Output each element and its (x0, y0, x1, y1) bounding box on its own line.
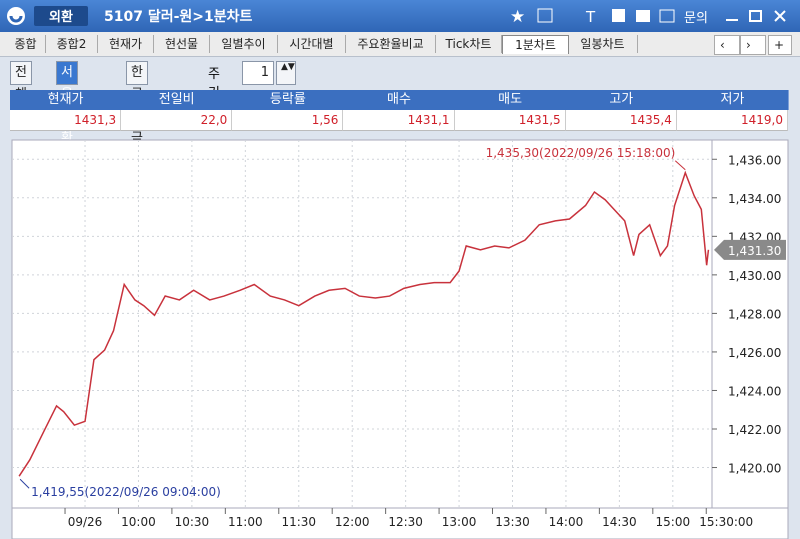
x-tick-label: 11:30 (281, 515, 316, 529)
market-button[interactable]: 한국자금 (126, 61, 148, 146)
market-button[interactable]: 서울외환 (56, 61, 78, 146)
table-header: 저가 (676, 90, 789, 110)
table-header: 고가 (565, 90, 678, 110)
table-header: 매도 (454, 90, 567, 110)
y-tick-label: 1,436.00 (728, 153, 781, 167)
tab[interactable]: 일봉차트 (568, 35, 638, 53)
x-tick-label: 15:30:00 (699, 515, 753, 529)
x-tick-label: 13:00 (442, 515, 477, 529)
tab[interactable]: 종합2 (46, 35, 98, 53)
tab[interactable]: 1분차트 (502, 35, 569, 54)
market-button[interactable]: 전체 (10, 61, 32, 102)
table-header: 현재가 (10, 90, 123, 110)
y-tick-label: 1,420.00 (728, 462, 781, 476)
app-logo-mark (9, 15, 23, 23)
favorite-icon[interactable]: ★ (510, 7, 525, 27)
table-value: 22,0 (121, 110, 233, 131)
table-header: 전일비 (121, 90, 234, 110)
maximize-button[interactable] (749, 10, 762, 22)
table-value: 1431,5 (454, 110, 566, 131)
period-spinner[interactable]: ▲▼ (276, 61, 296, 85)
tab[interactable]: 종합 (6, 35, 46, 53)
annotation-low: 1,419,55(2022/09/26 09:04:00) (31, 485, 221, 499)
last-price-tag (714, 239, 786, 260)
list-icon[interactable] (659, 9, 675, 23)
y-tick-label: 1,430.00 (728, 269, 781, 283)
tab[interactable]: 현선물 (154, 35, 210, 53)
badge-bg (34, 6, 88, 26)
x-tick-label: 14:00 (549, 515, 584, 529)
table-value: 1,56 (232, 110, 344, 131)
table-header: 매수 (343, 90, 456, 110)
window-title: 5107 달러-원>1분차트 (104, 9, 253, 25)
table-value: 1431,3 (10, 110, 122, 131)
x-tick-label: 14:30 (602, 515, 637, 529)
link-icon[interactable] (537, 8, 553, 23)
last-price-label: 1,431.30 (728, 244, 781, 258)
tab-prev[interactable]: ‹ (714, 35, 740, 55)
tab[interactable]: 주요환율비교 (346, 35, 436, 53)
x-axis-area (11, 507, 789, 539)
table-value: 1431,1 (343, 110, 455, 131)
tab[interactable]: 시간대별 (278, 35, 346, 53)
menu-inquiry[interactable]: 문의 (684, 11, 708, 26)
y-tick-label: 1,424.00 (728, 384, 781, 398)
x-tick-label: 12:00 (335, 515, 370, 529)
table-value: 1435,4 (565, 110, 677, 131)
tab-bar: 종합 종합2 현재가 현선물 일별추이 시간대별 주요환율비교 Tick차트 1분차트 일봉차트 ‹… (0, 32, 800, 57)
annotation-arrow (19, 478, 30, 489)
help-icon[interactable] (612, 9, 625, 22)
annotation-high: 1,435,30(2022/09/26 15:18:00) (486, 146, 676, 160)
x-tick-label: 15:00 (656, 515, 691, 529)
tab-add[interactable]: + (768, 35, 792, 55)
price-line (18, 170, 710, 477)
print-icon[interactable] (636, 10, 650, 22)
badge: 외환 (49, 9, 73, 25)
x-tick-label: 11:00 (228, 515, 263, 529)
annotation-arrow (674, 160, 686, 171)
chart: 1,420.00 1,422.00 1,424.00 1,426.00 1,428.00… (11, 139, 789, 539)
x-tick-label: 10:30 (175, 515, 210, 529)
chart-bg (11, 139, 789, 509)
period-input[interactable]: 1 (242, 61, 274, 85)
table-header: 등락률 (232, 90, 345, 110)
title-bar-graphics: 외환 5107 달러-원>1분차트 ★ T 문의 (7, 6, 786, 27)
close-button[interactable] (774, 10, 786, 22)
y-tick-label: 1,422.00 (728, 423, 781, 437)
tab[interactable]: 일별추이 (210, 35, 278, 53)
y-tick-label: 1,428.00 (728, 307, 781, 321)
x-tick-label: 10:00 (121, 515, 156, 529)
y-tick-label: 1,426.00 (728, 346, 781, 360)
x-tick-label: 12:30 (388, 515, 423, 529)
y-axis-area (711, 139, 789, 509)
title-bar: 외환 5107 달러-원>1분차트 ★ T 문의 (0, 0, 800, 32)
tab[interactable]: 현재가 (98, 35, 154, 53)
tab[interactable]: Tick차트 (436, 35, 502, 53)
y-tick-label: 1,434.00 (728, 192, 781, 206)
table-value: 1419,0 (676, 110, 788, 131)
x-tick-label: 09/26 (68, 515, 103, 529)
text-icon[interactable]: T (585, 8, 596, 26)
tab-next[interactable]: › (740, 35, 766, 55)
x-tick-label: 13:30 (495, 515, 530, 529)
